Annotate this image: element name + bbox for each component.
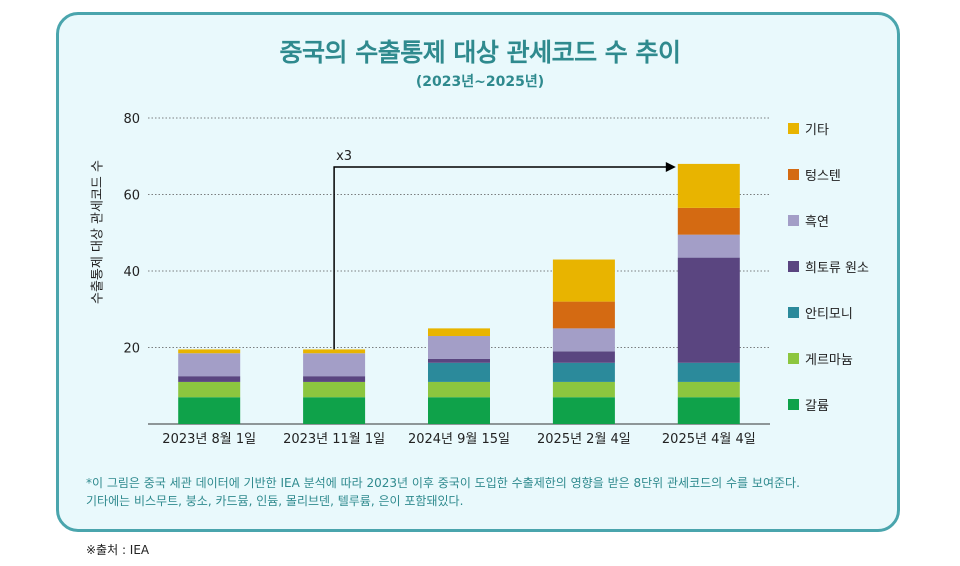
bar-segment-게르마늄 [178,381,241,398]
legend-swatch [788,214,799,226]
bar-segment-텅스텐 [552,301,615,329]
legend-swatch [788,122,799,134]
bar-segment-기타 [552,259,615,302]
legend-item: 희토류 원소 [788,256,869,276]
growth-arrow-line [333,166,668,350]
bar-segment-갈륨 [552,397,615,424]
bar-segment-희토류 원소 [428,358,490,363]
bar-segment-안티모니 [552,362,615,382]
bar-segment-안티모니 [428,362,490,382]
y-axis-label: 수출통제 대상 관세코드 수 [90,160,106,304]
y-tick-label: 80 [123,112,140,127]
legend-swatch [788,168,799,180]
bar-segment-흑연 [178,353,241,377]
footnote-line-2: 기타에는 비스무트, 붕소, 카드뮴, 인듐, 몰리브덴, 텔루륨, 은이 포함… [86,494,464,508]
bar-segment-흑연 [303,353,366,377]
bar-segment-흑연 [428,336,490,359]
bar-segment-게르마늄 [552,381,615,398]
legend-item: 안티모니 [788,302,853,322]
legend-label: 갈륨 [805,398,829,414]
bar-segment-텅스텐 [677,207,740,235]
legend-label: 게르마늄 [805,352,853,368]
bar-segment-게르마늄 [677,381,740,398]
growth-arrow-head [665,162,676,172]
legend-label: 기타 [805,122,829,138]
legend-label: 안티모니 [805,306,853,322]
bar-segment-갈륨 [677,397,740,424]
legend-item: 텅스텐 [788,164,841,184]
chart-card [56,12,900,532]
y-tick-label: 60 [123,189,140,204]
legend-label: 희토류 원소 [805,260,869,276]
legend-label: 텅스텐 [805,168,841,184]
legend-item: 기타 [788,118,829,138]
x-tick-label: 2025년 4월 4일 [662,432,756,447]
x-tick-label: 2023년 8월 1일 [162,432,256,447]
bar-segment-기타 [428,328,490,337]
x-tick-label: 2024년 9월 15일 [408,432,510,447]
bar-segment-희토류 원소 [677,257,740,363]
legend-swatch [788,398,799,410]
bar-segment-안티모니 [677,362,740,382]
bar-segment-희토류 원소 [303,376,366,382]
x-tick-label: 2023년 11월 1일 [283,432,385,447]
bar-segment-기타 [677,163,740,208]
y-tick-label: 40 [123,265,140,280]
legend-item: 갈륨 [788,394,829,414]
bar-segment-희토류 원소 [178,376,241,382]
chart-subtitle: (2023년~2025년) [415,74,545,90]
bar-segment-게르마늄 [303,381,366,398]
bar-segment-게르마늄 [428,381,490,398]
bar-segment-기타 [178,349,241,354]
bar-segment-희토류 원소 [552,351,615,363]
footnote: *이 그림은 중국 세관 데이터에 기반한 IEA 분석에 따라 2023년 이… [86,474,886,510]
bar-segment-흑연 [677,234,740,258]
bar-segment-기타 [303,349,366,354]
footnote-line-1: *이 그림은 중국 세관 데이터에 기반한 IEA 분석에 따라 2023년 이… [86,476,800,490]
legend-swatch [788,306,799,318]
chart-title: 중국의 수출통제 대상 관세코드 수 추이 [279,38,681,67]
x-tick-label: 2025년 2월 4일 [537,432,631,447]
legend-item: 게르마늄 [788,348,853,368]
legend-item: 흑연 [788,210,829,230]
bar-segment-갈륨 [428,397,490,424]
source-note: ※출처 : IEA [86,543,150,557]
growth-arrow-label: x3 [336,149,352,164]
bar-segment-갈륨 [178,397,241,424]
legend-label: 흑연 [805,214,829,230]
y-tick-label: 20 [123,342,140,357]
legend-swatch [788,260,799,272]
bar-segment-갈륨 [303,397,366,424]
legend-swatch [788,352,799,364]
bar-segment-흑연 [552,328,615,352]
